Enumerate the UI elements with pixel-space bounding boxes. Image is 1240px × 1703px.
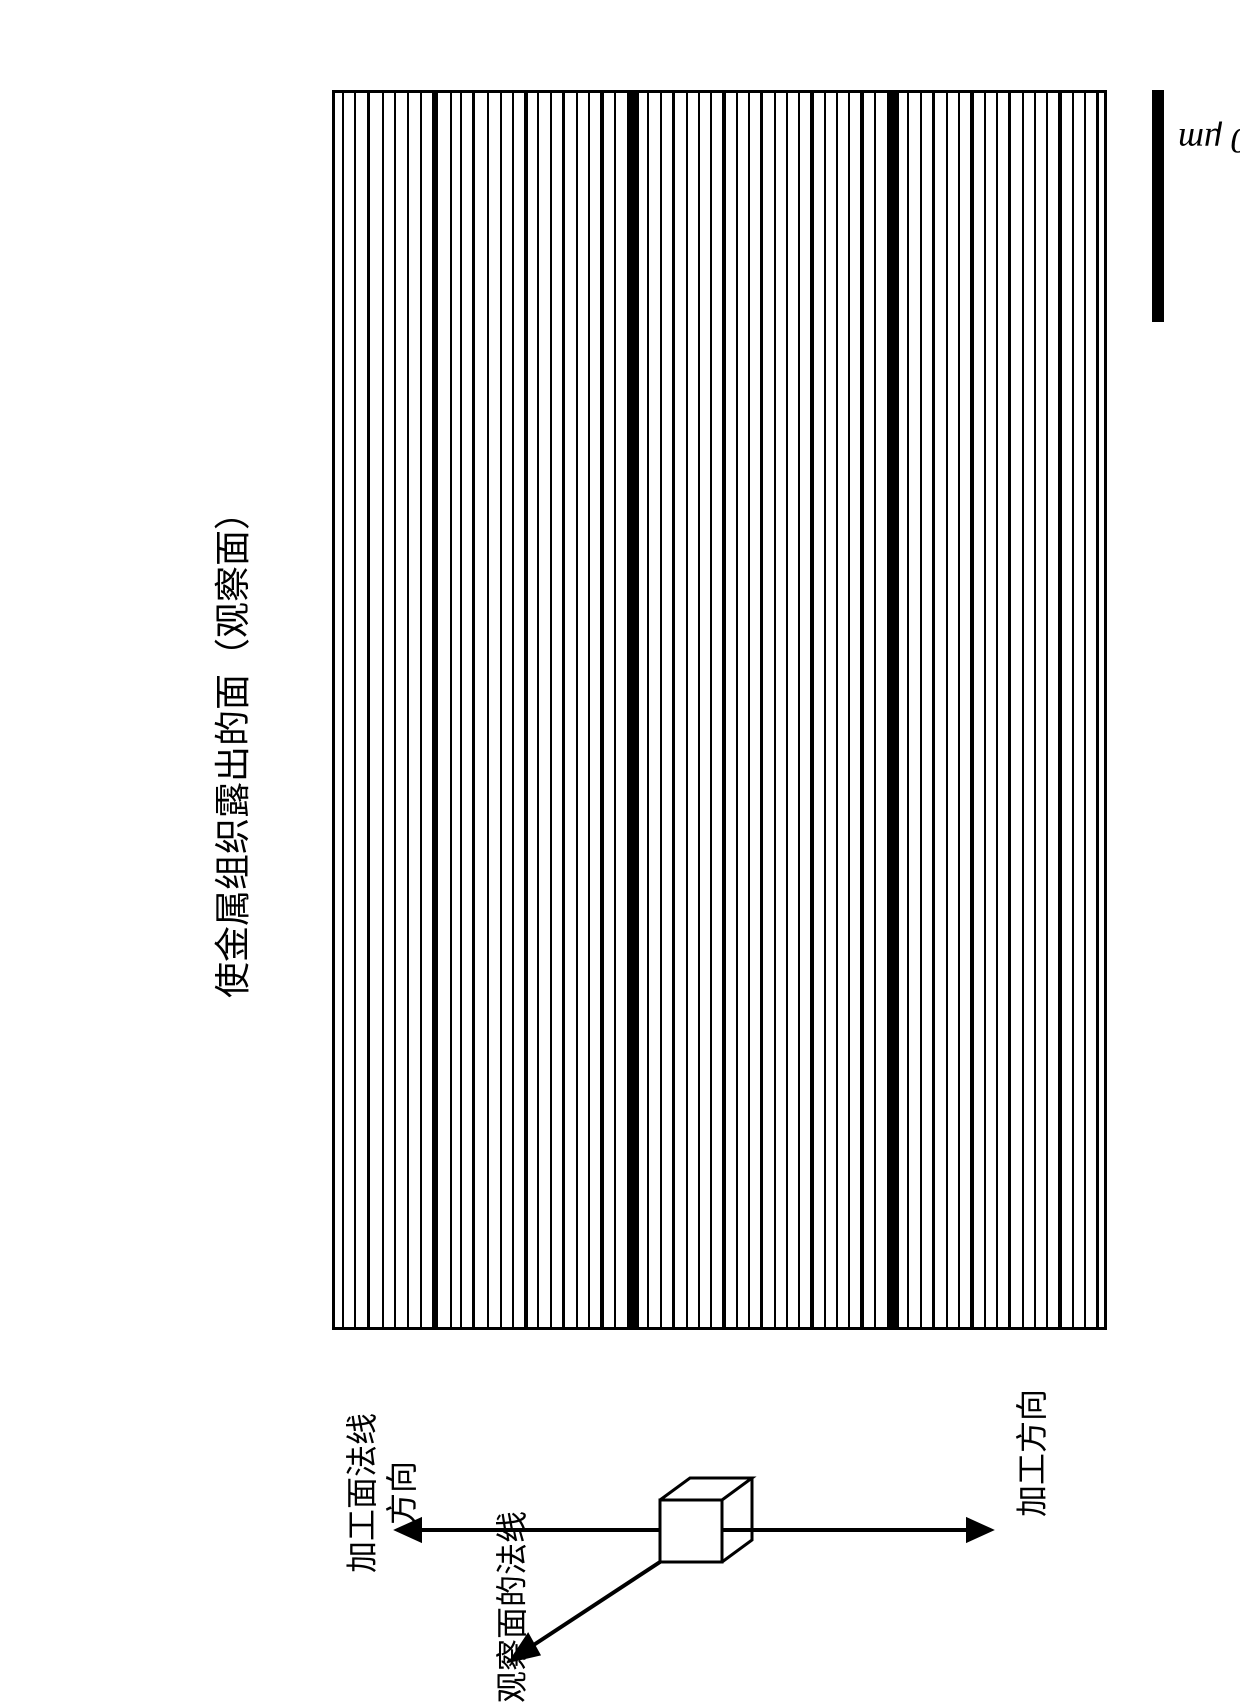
axis-oblique-label: 观察面的法线 bbox=[487, 1463, 533, 1703]
axis-right bbox=[722, 1520, 990, 1540]
diagram-canvas: 使金属组织露出的面（观察面） 100 μm bbox=[0, 0, 1240, 1678]
axis-up-label-line2: 方向 bbox=[377, 1393, 423, 1593]
orientation-cube bbox=[660, 1478, 752, 1562]
orientation-axes bbox=[0, 0, 1240, 1678]
axis-oblique bbox=[512, 1562, 660, 1660]
axis-right-label: 加工方向 bbox=[1007, 1363, 1053, 1543]
